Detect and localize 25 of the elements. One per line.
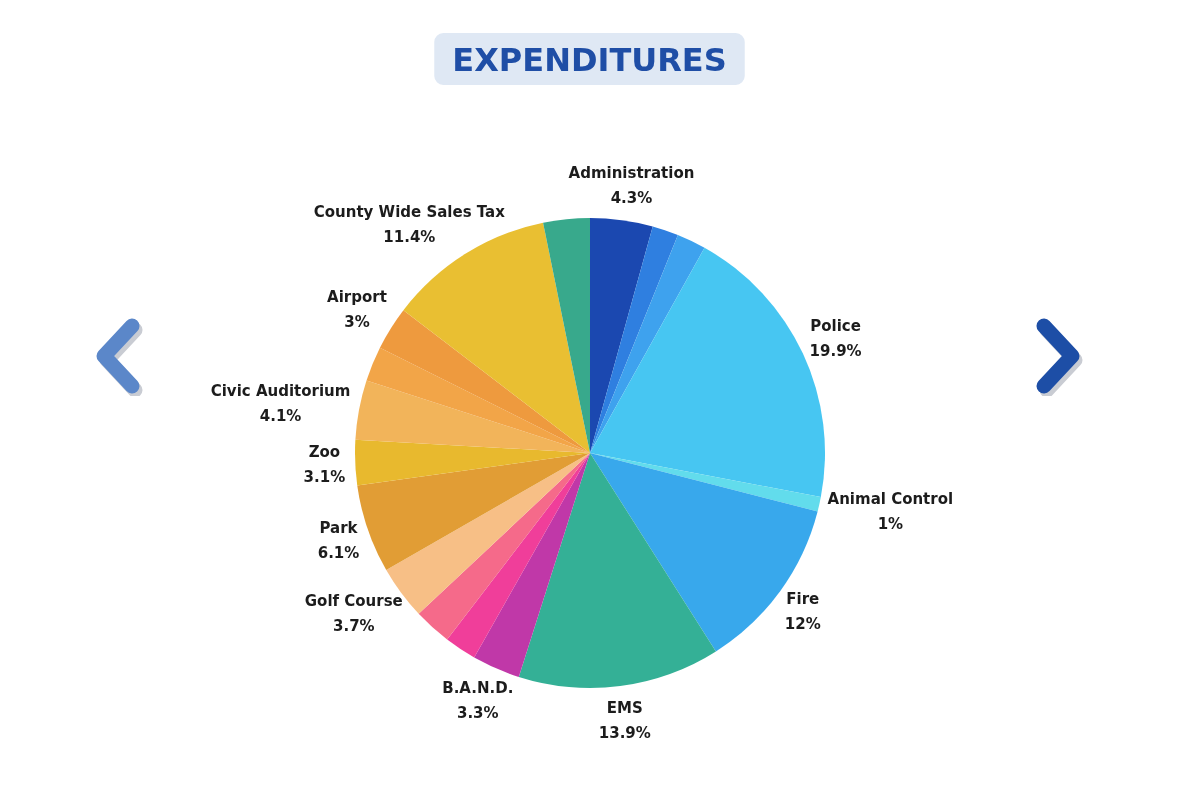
slice-label: Golf Course (304, 592, 403, 611)
data-label: 12% (784, 615, 821, 634)
data-label: 3% (344, 313, 370, 332)
slice-label: Airport (327, 288, 387, 307)
slice-label: EMS (606, 699, 643, 718)
data-label: 4.1% (259, 406, 302, 425)
slice-label: Police (810, 317, 861, 336)
data-label: 11.4% (383, 227, 436, 246)
slice-label: Fire (786, 590, 820, 609)
data-label: 3.7% (332, 617, 375, 636)
data-label: 19.9% (809, 342, 862, 361)
data-label: 3.1% (303, 467, 346, 486)
slice-label: Administration (568, 163, 695, 182)
data-label: 1% (877, 515, 904, 534)
data-label: 6.1% (317, 543, 360, 562)
slice-label: Civic Auditorium (210, 381, 351, 400)
slice-label: Zoo (308, 442, 341, 461)
slice-label: Park (319, 518, 359, 537)
slice-label: B.A.N.D. (442, 678, 514, 697)
chart-title: EXPENDITURES (452, 41, 727, 79)
slice-label: County Wide Sales Tax (313, 202, 506, 221)
data-label: 13.9% (598, 724, 651, 743)
data-label: 4.3% (610, 188, 653, 207)
slice-label: Animal Control (827, 490, 954, 509)
data-label: 3.3% (456, 703, 499, 722)
